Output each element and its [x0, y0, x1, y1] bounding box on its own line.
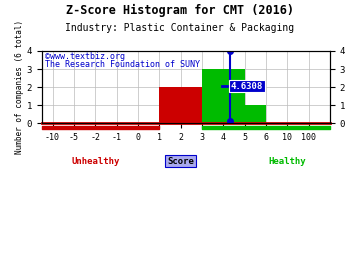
- Y-axis label: Number of companies (6 total): Number of companies (6 total): [15, 20, 24, 154]
- Text: 4.6308: 4.6308: [231, 82, 263, 90]
- Text: Healthy: Healthy: [269, 157, 306, 166]
- Bar: [159, 87, 202, 123]
- Text: ©www.textbiz.org: ©www.textbiz.org: [45, 52, 125, 61]
- Text: Score: Score: [167, 157, 194, 166]
- Text: Industry: Plastic Container & Packaging: Industry: Plastic Container & Packaging: [66, 23, 294, 33]
- Text: Unhealthy: Unhealthy: [71, 157, 120, 166]
- Bar: [202, 69, 244, 123]
- Text: Z-Score Histogram for CMT (2016): Z-Score Histogram for CMT (2016): [66, 4, 294, 17]
- Text: The Research Foundation of SUNY: The Research Foundation of SUNY: [45, 60, 200, 69]
- Bar: [244, 105, 266, 123]
